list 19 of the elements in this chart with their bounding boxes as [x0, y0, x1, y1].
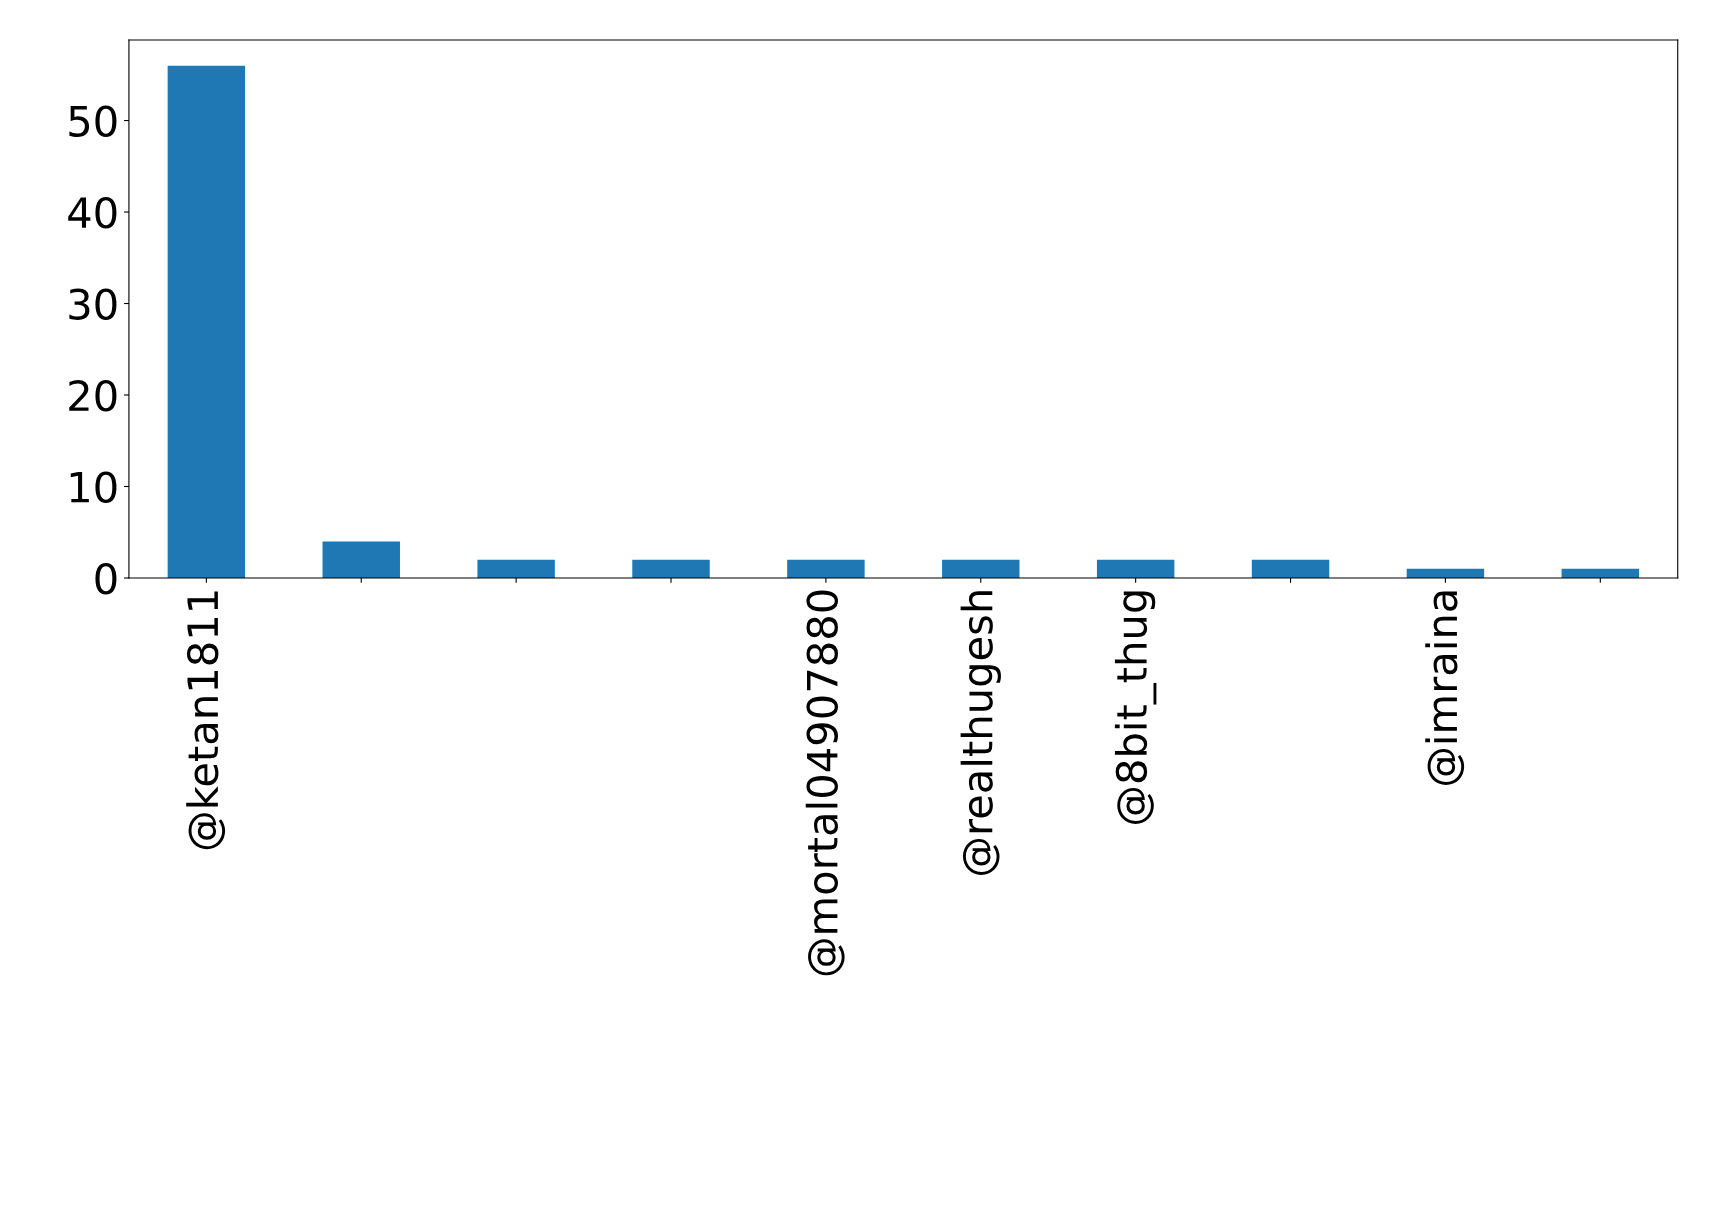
- y-tick-label: 0: [95, 562, 117, 595]
- bar: [167, 65, 246, 578]
- y-tick-label: 50: [69, 105, 117, 137]
- x-tick-label: @imraina: [1425, 591, 1465, 785]
- bar: [632, 559, 710, 578]
- y-tick-label: 10: [70, 471, 117, 503]
- y-tick-label: 20: [69, 379, 117, 412]
- bar: [1251, 559, 1330, 578]
- bar: [942, 559, 1020, 578]
- x-tick-label: @8bit_thug: [1114, 591, 1157, 824]
- bar: [787, 559, 865, 578]
- x-tick-label: @realthugesh: [960, 591, 1001, 875]
- bar: [322, 541, 400, 578]
- x-tick-label: @mortal04907880: [805, 590, 845, 976]
- y-tick-label: 30: [69, 288, 117, 320]
- x-tick-label: @ketan1811: [186, 591, 226, 850]
- bar: [477, 559, 555, 578]
- y-tick-label: 40: [68, 196, 117, 229]
- bar: [1096, 559, 1175, 578]
